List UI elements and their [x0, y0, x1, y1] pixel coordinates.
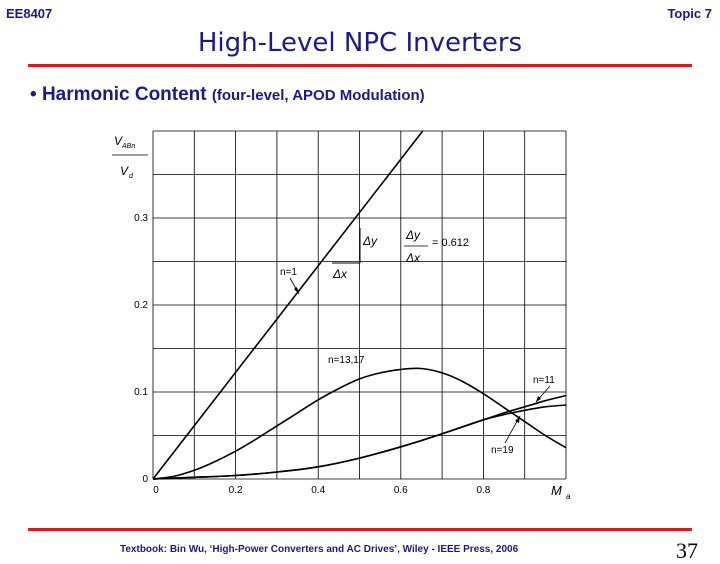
y-label-numerator-sub: ABn: [121, 143, 135, 150]
footer-divider: [28, 528, 692, 531]
x-label-main: M: [551, 483, 562, 498]
page-number: 37: [676, 538, 698, 563]
x-axis-label: M a: [551, 483, 571, 501]
bullet-heading: • Harmonic Content (four-level, APOD Mod…: [30, 84, 425, 106]
y-tick-label: 0.1: [134, 387, 148, 398]
annotation-n1: n=1: [280, 267, 297, 278]
annotation-n19: n=19: [491, 445, 514, 456]
series-line-n-1: [152, 130, 424, 480]
bullet-main-text: Harmonic Content: [41, 84, 207, 105]
series-line-n-13-17: [152, 367, 567, 480]
slope-denominator: Δx: [405, 251, 421, 265]
slope-numerator: Δy: [405, 228, 421, 242]
chart-annotations: n=1 n=13,17 n=11 n=19 Δy Δx Δy Δx = 0.61…: [280, 228, 555, 456]
page-title: High-Level NPC Inverters: [197, 28, 523, 58]
annotation-n1-arrowhead: [294, 287, 299, 294]
chart-tick-labels: 0 0.2 0.4 0.6 0.8 0 0.1 0.2 0.3: [134, 213, 491, 496]
bullet-sub-text: (four-level, APOD Modulation): [211, 87, 425, 104]
annotation-n19-arrowhead: [515, 416, 520, 423]
x-tick-label: 0.6: [394, 485, 408, 496]
y-label-denominator: V: [120, 164, 129, 178]
y-axis-label: V ABn V d: [112, 134, 148, 180]
x-tick-label: 0.4: [311, 485, 325, 496]
footer-citation: Textbook: Bin Wu, ‘High-Power Converters…: [120, 544, 519, 555]
series-line-n-19: [152, 404, 567, 480]
x-tick-label: 0.8: [476, 485, 490, 496]
chart-series: [152, 130, 567, 480]
chart-grid: [152, 130, 567, 480]
x-tick-label: 0.2: [229, 485, 243, 496]
y-tick-label: 0.3: [134, 213, 148, 224]
bullet-symbol: •: [30, 84, 37, 105]
course-code: EE8407: [6, 6, 53, 21]
annotation-n1317: n=13,17: [328, 355, 365, 366]
y-label-denominator-sub: d: [129, 173, 134, 180]
y-tick-label: 0: [142, 474, 148, 485]
annotation-n11-arrowhead: [536, 396, 541, 402]
x-label-sub: a: [566, 492, 571, 501]
topic-label: Topic 7: [667, 6, 712, 21]
x-tick-label: 0: [153, 485, 159, 496]
header-divider: [28, 64, 692, 67]
annotation-dx: Δx: [332, 267, 348, 281]
annotation-dy: Δy: [362, 234, 378, 248]
annotation-n11: n=11: [533, 375, 555, 386]
slope-value: = 0.612: [432, 237, 469, 249]
y-tick-label: 0.2: [134, 300, 148, 311]
y-label-numerator: V: [114, 134, 123, 148]
